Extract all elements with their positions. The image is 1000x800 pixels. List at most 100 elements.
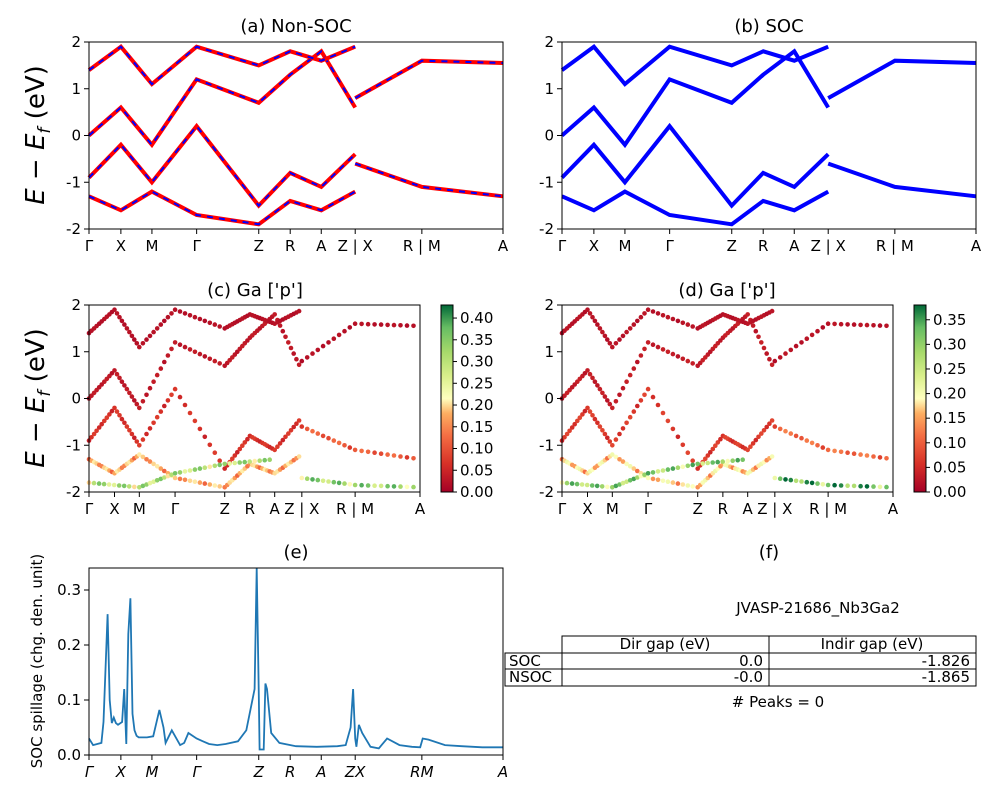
band-point bbox=[617, 431, 622, 437]
band-point bbox=[690, 458, 695, 464]
x-tick-label: M bbox=[133, 500, 146, 518]
band-point bbox=[114, 371, 120, 377]
band-point bbox=[577, 415, 583, 421]
y-tick-label: -1 bbox=[66, 436, 81, 454]
band-point bbox=[352, 482, 358, 488]
band-point bbox=[124, 386, 130, 392]
x-tick-label: Γ bbox=[192, 763, 202, 781]
band-point bbox=[172, 307, 178, 313]
band-point bbox=[91, 480, 97, 486]
band-point bbox=[631, 476, 637, 482]
band-point bbox=[119, 379, 125, 385]
band-point bbox=[825, 482, 831, 488]
band-point bbox=[315, 347, 321, 353]
y-tick-label: -1 bbox=[66, 173, 81, 191]
band-point bbox=[365, 321, 371, 327]
panel-d-colorbar bbox=[913, 304, 927, 493]
band-point bbox=[359, 482, 364, 488]
band-point bbox=[212, 358, 218, 364]
y-tick-label: 1 bbox=[544, 80, 554, 98]
band-line-dashed bbox=[354, 162, 504, 198]
band-point bbox=[605, 398, 610, 403]
x-tick-label: A bbox=[971, 237, 982, 255]
y-tick-label: 0.1 bbox=[57, 691, 81, 709]
band-point bbox=[94, 428, 99, 434]
band-point bbox=[884, 323, 889, 329]
band-line bbox=[561, 189, 830, 227]
band-point bbox=[590, 375, 595, 381]
band-point bbox=[378, 483, 384, 489]
band-point bbox=[162, 475, 167, 480]
peaks-count: # Peaks = 0 bbox=[732, 693, 824, 711]
colorbar-tick-label: 0.00 bbox=[460, 483, 493, 501]
band-point bbox=[165, 398, 171, 403]
band-point bbox=[172, 475, 178, 481]
x-tick-label: X bbox=[589, 237, 599, 255]
band-point bbox=[642, 311, 647, 316]
band-point bbox=[660, 410, 666, 416]
band-point bbox=[595, 420, 600, 426]
band-point bbox=[372, 322, 377, 327]
gap-table: Dir gap (eV) Indir gap (eV) SOC 0.0 -1.8… bbox=[504, 635, 977, 687]
band-point bbox=[607, 401, 613, 407]
band-point bbox=[832, 482, 837, 488]
band-point bbox=[685, 463, 691, 469]
band-point bbox=[650, 476, 656, 482]
x-tick-label: Z bbox=[254, 237, 264, 255]
band-point bbox=[137, 344, 142, 350]
band-point bbox=[177, 394, 183, 400]
band-point bbox=[579, 482, 585, 487]
x-tick-label: R | M bbox=[809, 500, 847, 518]
band-point bbox=[310, 477, 315, 482]
band-point bbox=[635, 403, 640, 409]
band-point bbox=[411, 456, 416, 461]
band-point bbox=[793, 433, 799, 439]
band-point bbox=[165, 353, 171, 358]
band-point bbox=[680, 464, 686, 470]
band-point bbox=[624, 379, 629, 385]
x-tick-label: Γ bbox=[85, 763, 95, 781]
band-point bbox=[140, 437, 146, 442]
band-point bbox=[642, 392, 647, 398]
band-point bbox=[655, 477, 661, 483]
band-point bbox=[660, 478, 666, 484]
band-line-dashed bbox=[88, 49, 357, 147]
band-point bbox=[864, 322, 870, 328]
band-point bbox=[675, 465, 681, 471]
band-point bbox=[670, 316, 676, 322]
band-point bbox=[685, 483, 691, 488]
band-point bbox=[398, 323, 403, 328]
band-point bbox=[182, 469, 188, 474]
band-point bbox=[592, 379, 598, 385]
band-point bbox=[320, 343, 326, 349]
band-point bbox=[336, 440, 342, 446]
band-point bbox=[222, 466, 227, 471]
band-point bbox=[277, 441, 283, 446]
band-point bbox=[154, 372, 160, 378]
band-point bbox=[217, 458, 222, 464]
band-point bbox=[132, 337, 137, 342]
band-point bbox=[617, 457, 622, 462]
y-tick-label: 0.3 bbox=[57, 581, 81, 599]
band-point bbox=[665, 418, 671, 424]
band-point bbox=[788, 477, 794, 483]
band-point bbox=[280, 437, 286, 443]
band-point bbox=[703, 456, 708, 462]
band-point bbox=[182, 311, 188, 316]
band-point bbox=[96, 481, 102, 486]
band-point bbox=[154, 326, 160, 331]
band-point bbox=[665, 349, 671, 355]
band-point bbox=[631, 366, 637, 371]
band-point bbox=[144, 457, 149, 462]
colorbar-tick-label: 0.20 bbox=[460, 396, 493, 414]
band-point bbox=[655, 311, 661, 316]
band-line bbox=[354, 161, 504, 199]
band-point bbox=[326, 435, 331, 441]
band-point bbox=[660, 468, 666, 473]
x-tick-label: A bbox=[743, 500, 754, 518]
band-point bbox=[650, 470, 656, 475]
band-point bbox=[102, 418, 107, 424]
